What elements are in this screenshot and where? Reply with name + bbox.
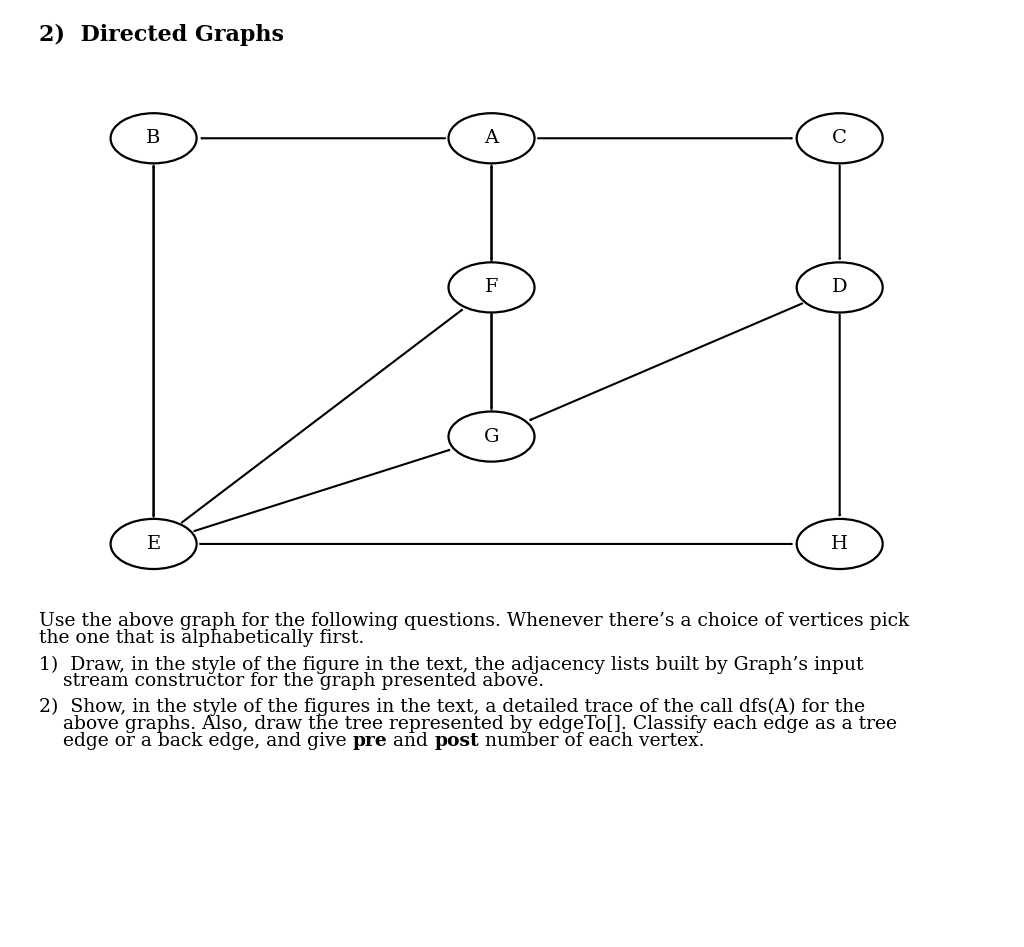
Text: post: post <box>434 732 479 750</box>
Text: 1)  Draw, in the style of the figure in the text, the adjacency lists built by G: 1) Draw, in the style of the figure in t… <box>39 655 863 673</box>
Text: G: G <box>483 427 500 446</box>
Text: above graphs. Also, draw the tree represented by edgeTo[]. Classify each edge as: above graphs. Also, draw the tree repres… <box>39 715 897 733</box>
Circle shape <box>797 519 883 569</box>
Text: C: C <box>833 129 847 148</box>
Text: E: E <box>146 535 161 553</box>
Circle shape <box>449 114 535 163</box>
Text: number of each vertex.: number of each vertex. <box>479 732 705 750</box>
Text: stream constructor for the graph presented above.: stream constructor for the graph present… <box>39 672 544 690</box>
Circle shape <box>797 262 883 313</box>
Text: F: F <box>484 278 499 296</box>
Text: B: B <box>146 129 161 148</box>
Circle shape <box>111 519 197 569</box>
Text: edge or a back edge, and give: edge or a back edge, and give <box>39 732 352 750</box>
Text: 2)  Directed Graphs: 2) Directed Graphs <box>39 24 284 45</box>
Text: and: and <box>387 732 434 750</box>
Circle shape <box>449 262 535 313</box>
Circle shape <box>797 114 883 163</box>
Text: D: D <box>831 278 848 296</box>
Text: Use the above graph for the following questions. Whenever there’s a choice of ve: Use the above graph for the following qu… <box>39 613 909 631</box>
Text: H: H <box>831 535 848 553</box>
Text: A: A <box>484 129 499 148</box>
Text: the one that is alphabetically first.: the one that is alphabetically first. <box>39 629 365 647</box>
Text: 2)  Show, in the style of the figures in the text, a detailed trace of the call : 2) Show, in the style of the figures in … <box>39 698 865 716</box>
Text: pre: pre <box>352 732 387 750</box>
Circle shape <box>111 114 197 163</box>
Circle shape <box>449 412 535 461</box>
